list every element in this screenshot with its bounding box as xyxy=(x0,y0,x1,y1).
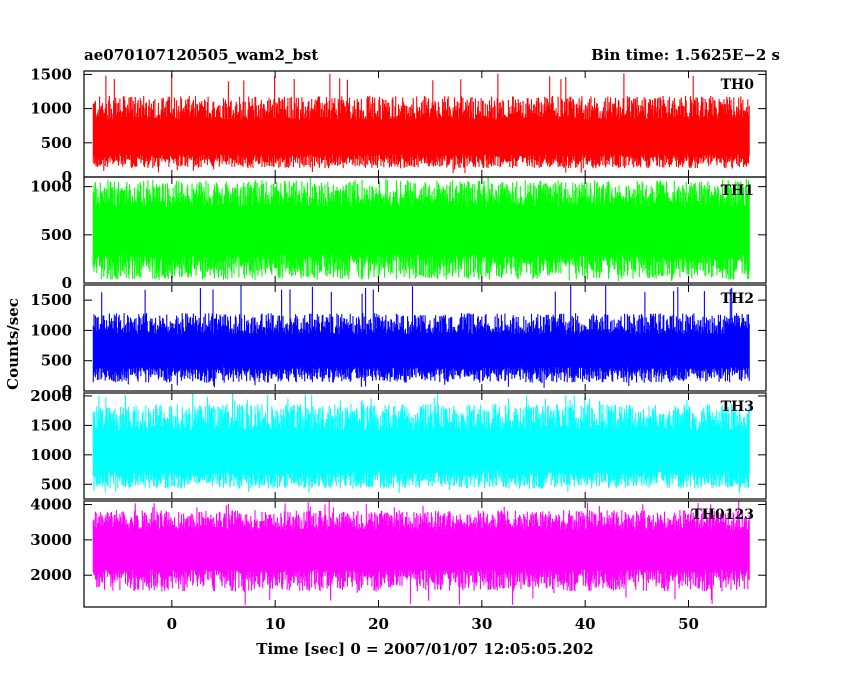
panel-th1: 0 500 1000 TH1 xyxy=(30,176,767,292)
y-tick-label-th3-3: 2000 xyxy=(30,387,72,405)
y-tick-label-th1-2: 1000 xyxy=(30,178,72,196)
panel-th0123: 2000 3000 4000 TH0123 xyxy=(30,496,767,608)
y-tick-label-th2-1: 500 xyxy=(41,352,72,370)
y-tick-label-th2-3: 1500 xyxy=(30,291,72,309)
chart-title-right: Bin time: 1.5625E−2 s xyxy=(591,46,780,64)
y-tick-label-th3-1: 1000 xyxy=(30,446,72,464)
panel-frame-th0123 xyxy=(83,500,767,608)
x-axis-label: Time [sec] 0 = 2007/01/07 12:05:05.202 xyxy=(256,640,593,658)
y-tick-label-th0-0: 0 xyxy=(62,168,72,186)
panel-label-th2: TH2 xyxy=(721,291,754,307)
panel-frame-th2 xyxy=(83,284,767,392)
panel-frame-th1 xyxy=(83,176,767,284)
series-line-th0 xyxy=(92,73,750,174)
panels-group: 0 500 1000 1500 TH0 0 500 1000 TH1 0 500 1000 1500 TH… xyxy=(30,65,767,608)
panel-label-th0: TH0 xyxy=(721,77,755,93)
x-tick-label-0: 0 xyxy=(167,615,177,633)
y-tick-label-th0-2: 1000 xyxy=(30,100,72,118)
panel-th0: 0 500 1000 1500 TH0 xyxy=(30,65,767,186)
panel-th2: 0 500 1000 1500 TH2 xyxy=(30,284,767,400)
y-tick-label-th3-0: 500 xyxy=(41,475,72,493)
panel-label-th3: TH3 xyxy=(721,399,754,415)
x-axis: 0 10 20 30 40 50 xyxy=(167,615,699,633)
chart-title-left: ae070107120505_wam2_bst xyxy=(84,46,318,64)
series-line-th1 xyxy=(92,177,750,281)
x-tick-label-1: 10 xyxy=(265,615,286,633)
y-tick-label-th2-0: 0 xyxy=(62,382,72,400)
y-axis-label: Counts/sec xyxy=(4,298,22,390)
x-tick-label-5: 50 xyxy=(678,615,699,633)
panel-th3: 500 1000 1500 2000 TH3 xyxy=(30,387,767,500)
x-tick-label-2: 20 xyxy=(368,615,389,633)
panel-label-th1: TH1 xyxy=(721,183,754,199)
y-tick-label-th0123-2: 4000 xyxy=(30,496,72,514)
series-line-th2 xyxy=(92,285,750,388)
y-tick-label-th0123-0: 2000 xyxy=(30,566,72,584)
series-line-th3 xyxy=(92,393,750,493)
panel-label-th0123: TH0123 xyxy=(691,507,754,523)
y-tick-label-th1-1: 500 xyxy=(41,226,72,244)
y-tick-label-th0-3: 1500 xyxy=(30,65,72,83)
series-line-th0123 xyxy=(92,501,750,605)
x-tick-label-3: 30 xyxy=(471,615,492,633)
y-tick-label-th3-2: 1500 xyxy=(30,416,72,434)
panel-frame-th3 xyxy=(83,392,767,500)
y-tick-label-th2-2: 1000 xyxy=(30,321,72,339)
y-tick-label-th0-1: 500 xyxy=(41,134,72,152)
x-tick-label-4: 40 xyxy=(575,615,596,633)
y-tick-label-th0123-1: 3000 xyxy=(30,531,72,549)
y-tick-label-th1-0: 0 xyxy=(62,274,72,292)
